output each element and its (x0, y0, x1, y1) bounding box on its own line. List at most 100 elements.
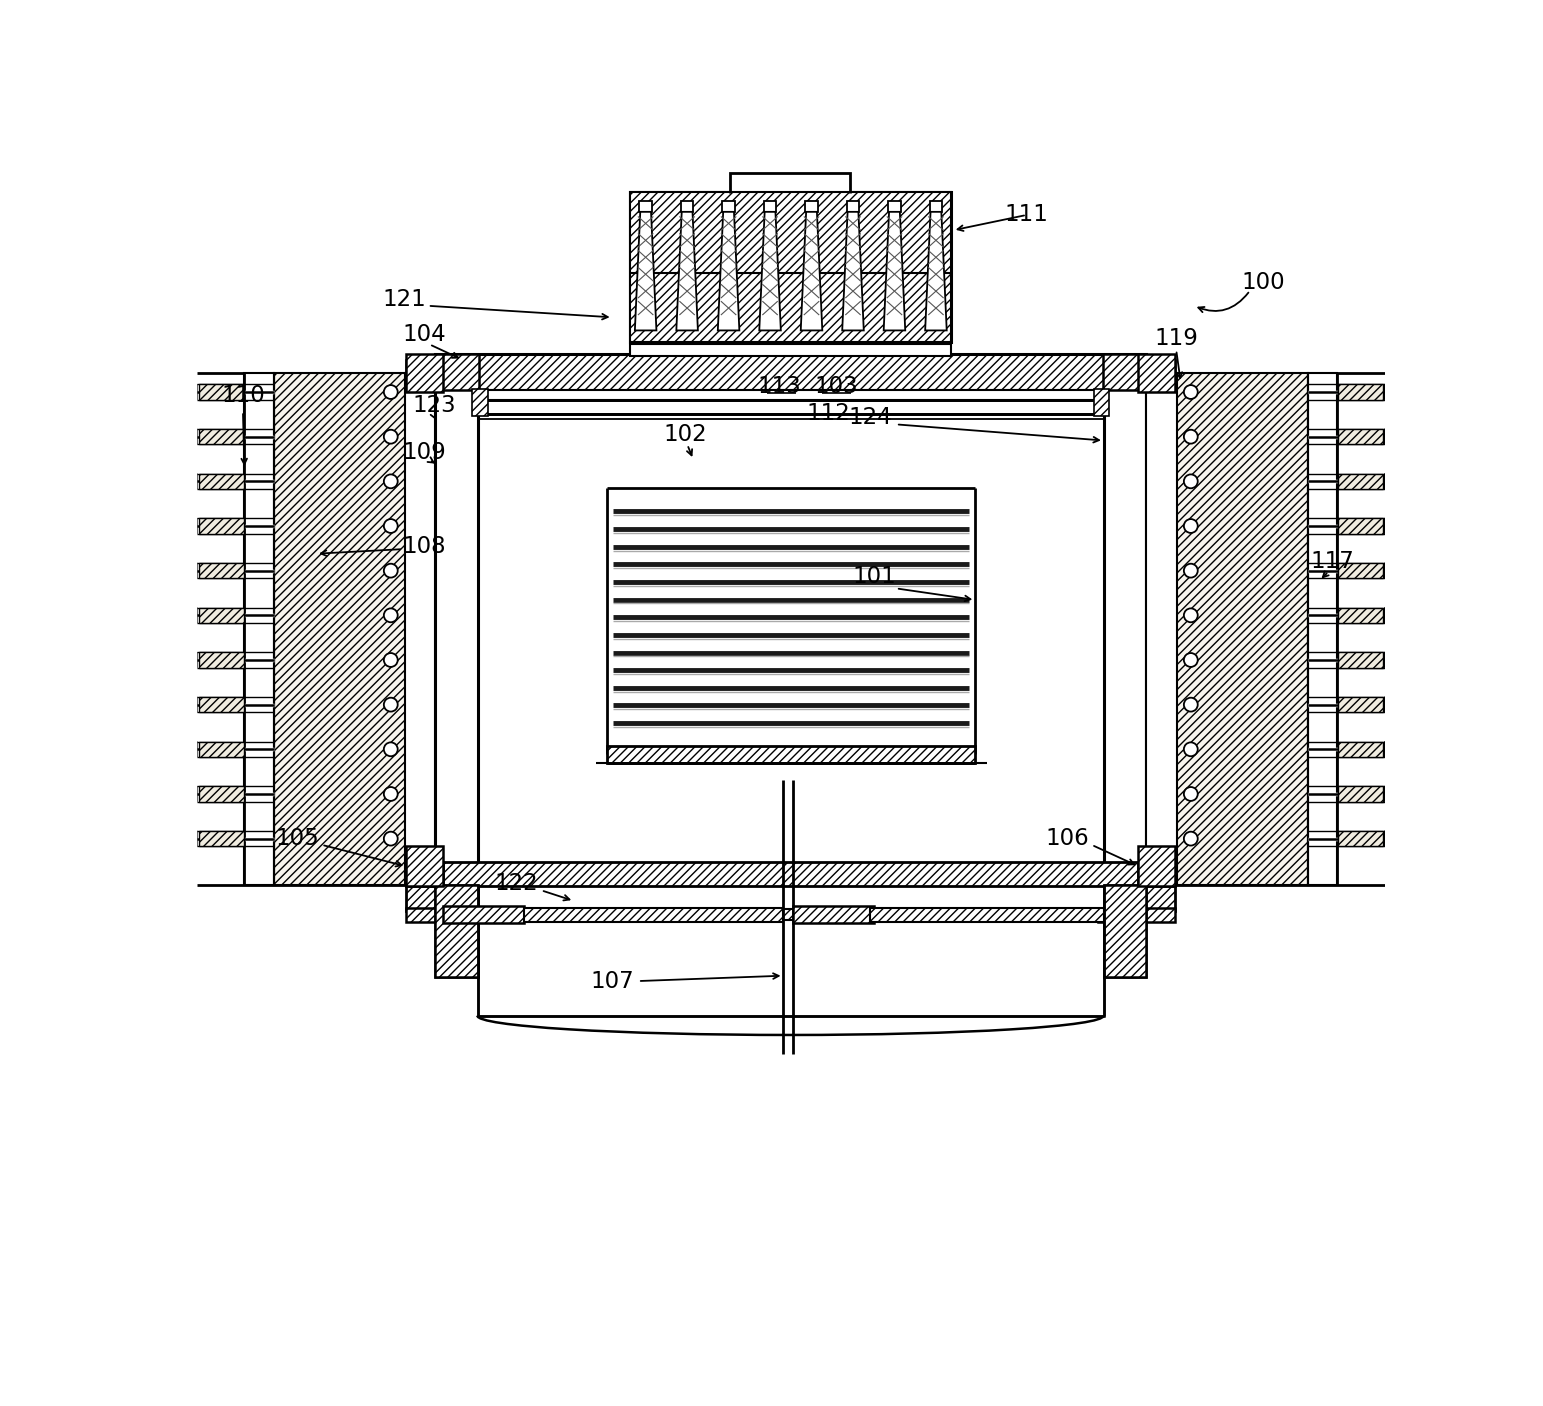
Bar (1146, 373, 1308, 884)
Bar (1338, 831, 1383, 846)
Bar (199, 697, 244, 713)
Text: 122: 122 (494, 872, 539, 894)
Bar (1308, 373, 1338, 884)
Polygon shape (181, 607, 198, 623)
Text: 123: 123 (412, 394, 455, 418)
Bar (1338, 786, 1383, 801)
Bar (478, 884, 1103, 1015)
Bar (1338, 562, 1383, 578)
Circle shape (1183, 652, 1197, 666)
Bar (406, 846, 443, 886)
Bar (483, 910, 1099, 921)
Bar (199, 607, 244, 623)
Text: 110: 110 (221, 384, 265, 408)
Circle shape (1183, 430, 1197, 444)
Text: 109: 109 (403, 440, 446, 464)
Bar (406, 353, 443, 392)
Bar (1103, 884, 1146, 977)
Bar (199, 429, 244, 444)
Text: 107: 107 (591, 970, 634, 993)
Bar (847, 201, 859, 212)
Bar (680, 201, 693, 212)
Bar (406, 360, 443, 387)
Bar (525, 908, 784, 922)
Circle shape (384, 609, 398, 623)
Bar (199, 786, 244, 801)
Bar (244, 373, 273, 884)
Text: 102: 102 (663, 423, 708, 446)
Circle shape (384, 430, 398, 444)
Text: 104: 104 (403, 323, 446, 346)
Polygon shape (181, 652, 198, 668)
Bar (443, 907, 525, 924)
Polygon shape (1386, 697, 1401, 713)
Bar (630, 191, 952, 342)
Polygon shape (1386, 562, 1401, 578)
Bar (630, 344, 952, 356)
Polygon shape (759, 212, 781, 330)
Bar (1139, 360, 1176, 387)
Circle shape (1183, 697, 1197, 711)
Polygon shape (181, 741, 198, 756)
Text: 121: 121 (383, 288, 426, 311)
Circle shape (1183, 787, 1197, 801)
Bar (273, 373, 435, 884)
Bar (1338, 519, 1383, 534)
Polygon shape (181, 697, 198, 713)
Polygon shape (181, 831, 198, 846)
Bar (1338, 474, 1383, 489)
Bar (1338, 429, 1383, 444)
Polygon shape (1386, 831, 1401, 846)
Bar (764, 201, 776, 212)
Polygon shape (1386, 474, 1401, 489)
Circle shape (384, 564, 398, 578)
Bar (722, 201, 734, 212)
Text: 108: 108 (403, 534, 446, 558)
Text: 100: 100 (1242, 271, 1285, 294)
Polygon shape (1386, 652, 1401, 668)
Polygon shape (634, 212, 656, 330)
Bar (199, 831, 244, 846)
Polygon shape (801, 212, 822, 330)
Bar (730, 173, 850, 194)
Circle shape (1183, 474, 1197, 488)
Circle shape (384, 832, 398, 845)
Bar (1099, 908, 1176, 922)
Circle shape (384, 652, 398, 666)
Bar (870, 908, 1103, 922)
Bar (1103, 353, 1146, 884)
Bar (406, 908, 483, 922)
Polygon shape (1386, 607, 1401, 623)
Bar (478, 399, 1103, 413)
Bar (478, 391, 1103, 399)
Circle shape (384, 519, 398, 533)
Bar (930, 201, 943, 212)
Circle shape (384, 742, 398, 756)
Bar (1139, 862, 1176, 886)
Circle shape (1183, 609, 1197, 623)
Polygon shape (181, 384, 198, 399)
Bar (435, 884, 478, 977)
Text: 105: 105 (275, 827, 319, 851)
Polygon shape (181, 474, 198, 489)
Polygon shape (676, 212, 697, 330)
Bar (1103, 353, 1146, 391)
Polygon shape (181, 429, 198, 444)
Text: 106: 106 (1045, 827, 1089, 851)
Text: 111: 111 (1004, 204, 1049, 226)
Text: 103: 103 (815, 375, 858, 398)
Polygon shape (926, 212, 947, 330)
Bar (1338, 607, 1383, 623)
Bar (1139, 886, 1176, 911)
Bar (630, 191, 952, 342)
Circle shape (1183, 832, 1197, 845)
Bar (199, 741, 244, 756)
Polygon shape (1386, 519, 1401, 534)
Bar (406, 886, 443, 911)
Circle shape (1183, 564, 1197, 578)
Text: 117: 117 (1310, 550, 1355, 572)
Bar (1139, 353, 1176, 392)
Bar (406, 862, 443, 886)
Bar (639, 201, 651, 212)
Bar (1139, 846, 1176, 886)
